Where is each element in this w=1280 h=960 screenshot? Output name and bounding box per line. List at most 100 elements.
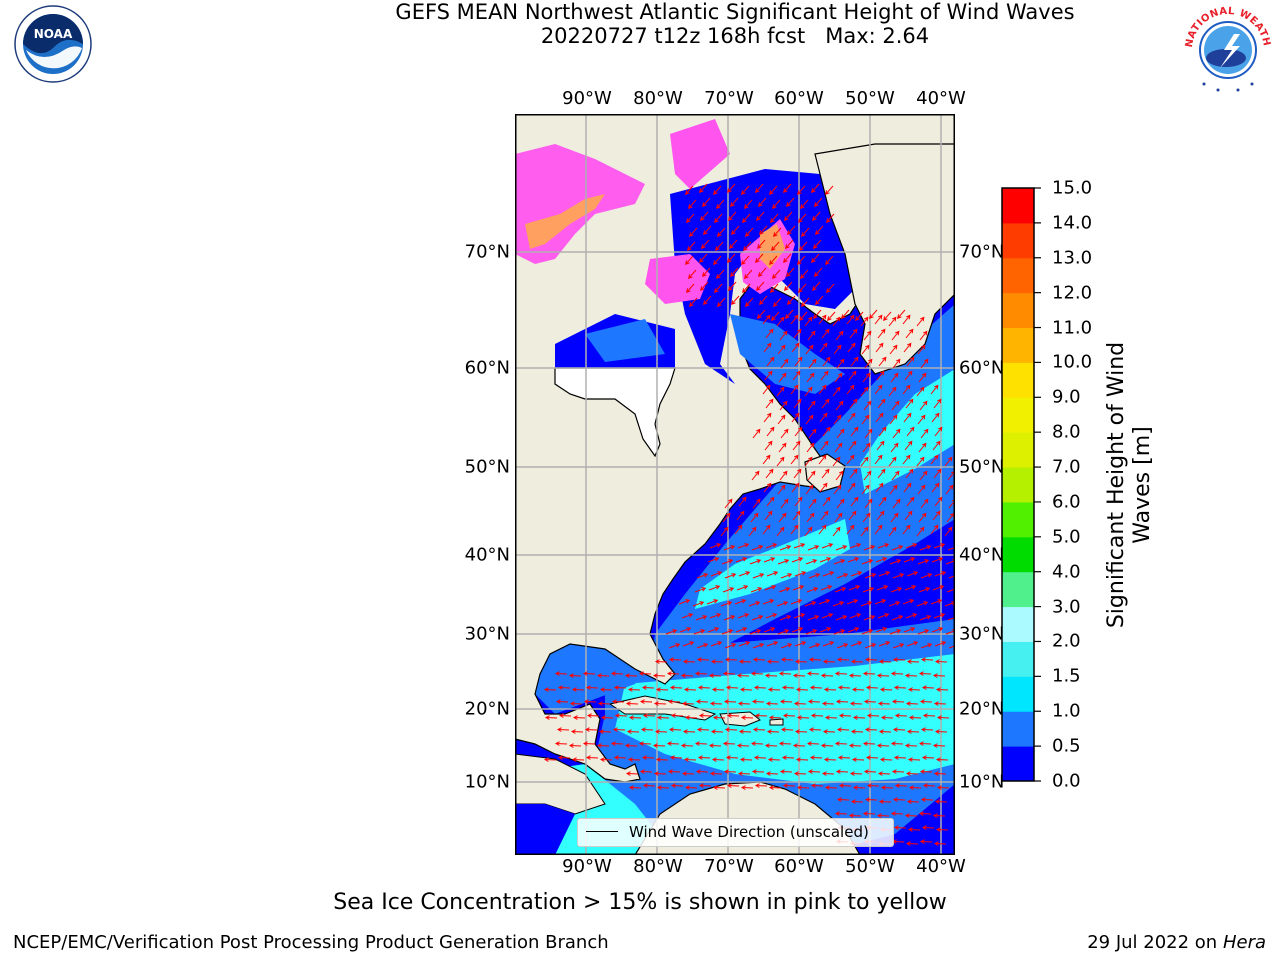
wind-wave-arrow (808, 358, 817, 369)
wind-wave-arrow (888, 601, 901, 607)
wind-wave-arrow (600, 715, 614, 720)
wind-wave-arrow (847, 627, 860, 633)
wind-wave-arrow (804, 316, 813, 327)
wind-wave-arrow (682, 729, 696, 734)
wind-wave-arrow (918, 372, 927, 383)
wind-wave-arrow (849, 771, 863, 776)
wind-wave-arrow (877, 543, 890, 549)
wind-wave-arrow (862, 372, 871, 383)
wind-wave-arrow (834, 587, 847, 593)
wind-wave-arrow (730, 197, 739, 207)
wind-wave-arrow (655, 687, 669, 692)
wind-wave-arrow (728, 281, 737, 291)
wind-wave-arrow (793, 468, 802, 479)
wind-wave-arrow (586, 713, 600, 718)
wind-wave-arrow (834, 811, 848, 816)
wind-wave-arrow (679, 627, 692, 633)
wind-wave-arrow (897, 309, 906, 319)
wind-wave-arrow (935, 757, 949, 762)
wind-wave-arrow (751, 545, 764, 551)
wind-wave-arrow (779, 699, 793, 704)
colorbar-tick-label: 10.0 (1052, 351, 1093, 373)
legend-line-swatch (586, 831, 618, 832)
wind-wave-arrow (780, 428, 789, 439)
wind-wave-arrow (798, 283, 807, 293)
wind-wave-arrow (848, 673, 862, 678)
wind-wave-arrow (790, 314, 799, 325)
nws-logo: NATIONAL WEATHER SERVICE (1180, 0, 1272, 94)
wind-wave-arrow (921, 825, 935, 830)
wind-wave-arrow (762, 599, 775, 605)
wind-wave-arrow (920, 657, 934, 662)
wind-wave-arrow (786, 267, 795, 277)
wind-wave-arrow (752, 573, 765, 579)
wind-wave-arrow (904, 743, 918, 748)
lat-label-left-70n: 70°N (464, 241, 510, 263)
wind-wave-arrow (778, 587, 791, 593)
wind-wave-arrow (670, 713, 684, 718)
colorbar-segment (1002, 292, 1034, 329)
wind-wave-arrow (934, 729, 948, 734)
wind-wave-arrow (813, 239, 822, 249)
wind-wave-arrow (876, 440, 885, 451)
wind-wave-arrow (891, 769, 905, 774)
wind-wave-arrow (770, 283, 779, 293)
colorbar-tick-label: 1.0 (1052, 700, 1081, 722)
colorbar-segment (1002, 641, 1034, 677)
wind-wave-arrow (792, 440, 801, 451)
sea-ice-foxe (645, 254, 710, 304)
wind-wave-arrow (890, 811, 904, 816)
wind-wave-arrow (821, 328, 830, 339)
colorbar-tick-label: 14.0 (1052, 212, 1093, 234)
wind-wave-arrow (712, 715, 726, 720)
wind-wave-arrow (773, 297, 782, 307)
wind-wave-arrow (863, 699, 877, 704)
wind-wave-arrow (711, 757, 725, 762)
wind-wave-arrow (766, 641, 779, 647)
wind-wave-arrow (556, 727, 570, 732)
wind-wave-arrow (738, 571, 751, 577)
wind-wave-arrow (793, 771, 807, 776)
colorbar (1001, 187, 1041, 782)
wind-wave-arrow (821, 468, 830, 479)
wind-wave-arrow (683, 687, 697, 692)
wind-wave-arrow (850, 641, 863, 647)
wind-wave-arrow (806, 512, 815, 523)
wind-wave-arrow (778, 442, 787, 453)
wind-wave-arrow (752, 643, 765, 649)
wind-wave-arrow (669, 685, 683, 690)
wind-wave-arrow (764, 673, 778, 678)
wind-wave-arrow (935, 827, 949, 832)
wind-wave-arrow (765, 771, 779, 776)
wind-wave-arrow (628, 785, 642, 790)
wind-wave-arrow (821, 543, 834, 549)
wind-wave-arrow (558, 713, 572, 718)
wind-wave-arrow (836, 358, 845, 369)
wind-wave-arrow (863, 769, 877, 774)
wind-wave-arrow (750, 671, 764, 676)
wind-wave-arrow (819, 342, 828, 353)
wind-wave-arrow (815, 295, 824, 305)
lon-label-top-40w: 40°W (916, 88, 966, 109)
lat-label-right-20n: 20°N (959, 698, 1005, 720)
wind-wave-arrow (931, 627, 944, 633)
wind-wave-arrow (666, 671, 680, 676)
wind-wave-arrow (836, 727, 850, 732)
wind-wave-arrow (835, 769, 849, 774)
wind-wave-arrow (919, 769, 933, 774)
wind-wave-arrow (835, 470, 844, 481)
wind-wave-arrow (920, 643, 933, 649)
wind-wave-arrow (792, 585, 805, 591)
wind-wave-arrow (849, 543, 862, 549)
wind-wave-arrow (922, 713, 936, 718)
wind-wave-arrow (848, 813, 862, 818)
wind-wave-arrow (821, 701, 835, 706)
wind-wave-arrow (654, 729, 668, 734)
wind-wave-arrow (680, 673, 694, 678)
wind-wave-arrow (680, 743, 694, 748)
wind-wave-arrow (571, 757, 585, 762)
wind-wave-arrow (751, 615, 764, 621)
colorbar-segment (1002, 746, 1034, 782)
lon-label-bottom-50w: 50°W (845, 856, 895, 877)
wind-wave-arrow (726, 783, 740, 788)
